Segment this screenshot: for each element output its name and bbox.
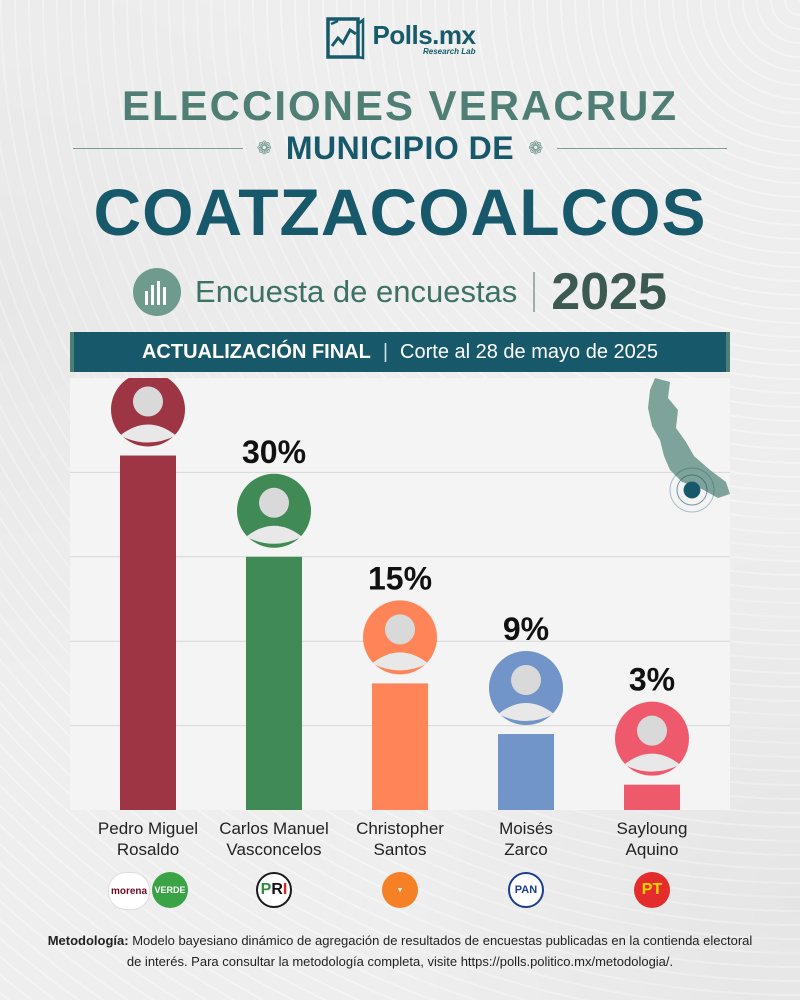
movimiento-ciudadano-logo: ▼ <box>382 872 418 908</box>
candidate-name-line2: Aquino <box>625 840 679 859</box>
bar <box>624 784 680 810</box>
ornament-icon: ❁ <box>256 138 272 158</box>
value-label: 9% <box>503 611 549 647</box>
divider-right <box>557 147 728 150</box>
candidate-name-line2: Vasconcelos <box>226 840 322 859</box>
methodology-label: Metodología: <box>47 933 129 948</box>
candidate-avatar <box>615 701 689 776</box>
brand-name: Polls.mx <box>372 20 476 50</box>
bar <box>372 683 428 810</box>
candidate-avatar <box>111 378 185 447</box>
value-label: 30% <box>242 434 306 470</box>
party-group: ▼ <box>360 872 440 908</box>
bar <box>120 455 176 810</box>
candidate-names: Pedro Miguel Rosaldo Carlos Manuel Vasconce… <box>70 818 730 868</box>
pan-logo: PAN <box>508 872 544 908</box>
party-group: PAN <box>486 872 566 908</box>
party-logos: morena VERDE P R I ▼ PAN PT <box>70 872 730 912</box>
candidate-name: Pedro Miguel Rosaldo <box>83 818 213 860</box>
divider-left <box>72 147 243 150</box>
chart-box-icon <box>325 17 364 60</box>
banner-status: ACTUALIZACIÓN FINAL <box>141 340 371 363</box>
value-label: 15% <box>368 560 432 596</box>
title-elections: ELECCIONES VERACRUZ <box>121 82 679 129</box>
methodology-note: Metodología: Modelo bayesiano dinámico d… <box>40 930 760 972</box>
title-municipio: MUNICIPIO DE <box>285 130 515 166</box>
value-label: 3% <box>629 662 675 698</box>
veracruz-map <box>648 378 730 498</box>
location-ring <box>676 474 708 506</box>
brand-sub: Research Lab <box>423 47 476 56</box>
location-marker <box>683 481 701 499</box>
candidate-name-line2: Zarco <box>504 840 548 859</box>
candidate-avatar <box>489 651 563 726</box>
candidate-name: Sayloung Aquino <box>587 818 717 860</box>
methodology-text: Modelo bayesiano dinámico de agregación … <box>126 933 753 969</box>
survey-row: Encuesta de encuestas 2025 <box>0 262 800 322</box>
candidate-name-line1: Carlos Manuel <box>219 819 329 838</box>
candidate-avatar <box>237 473 311 548</box>
banner-separator: | <box>382 340 389 363</box>
location-ring <box>669 467 715 513</box>
candidate-name: Christopher Santos <box>335 818 465 860</box>
chart-panel: 42%30%15%9%3% <box>70 378 730 810</box>
subtitle-row: ❁ MUNICIPIO DE ❁ <box>0 130 800 167</box>
morena-logo: morena <box>108 872 150 910</box>
bar <box>498 734 554 810</box>
survey-divider <box>533 272 536 312</box>
candidate-name: Moisés Zarco <box>461 818 591 860</box>
candidate-name-line2: Rosaldo <box>116 840 180 859</box>
candidate-name-line2: Santos <box>373 840 427 859</box>
candidate-avatar <box>363 600 437 675</box>
ornament-icon: ❁ <box>528 138 544 158</box>
banner-cutoff: Corte al 28 de mayo de 2025 <box>400 340 658 363</box>
pt-logo: PT <box>634 872 670 908</box>
party-group: PT <box>612 872 692 908</box>
survey-year: 2025 <box>551 263 667 321</box>
candidate-name-line1: Sayloung <box>616 819 688 838</box>
candidate-name-line1: Moisés <box>499 819 553 838</box>
title-city: COATZACOALCOS <box>93 175 707 249</box>
candidate-name-line1: Christopher <box>356 819 444 838</box>
verde-logo: VERDE <box>152 872 188 908</box>
candidate-name: Carlos Manuel Vasconcelos <box>209 818 339 860</box>
bar <box>246 556 302 810</box>
brand-logo: Polls.mx Research Lab <box>0 16 800 62</box>
party-group: morena VERDE <box>108 872 188 910</box>
survey-label: Encuesta de encuestas <box>195 274 518 309</box>
bars-icon <box>133 268 182 316</box>
update-banner: ACTUALIZACIÓN FINAL | Corte al 28 de may… <box>70 332 730 372</box>
bar-chart: 42%30%15%9%3% <box>70 378 730 810</box>
candidate-name-line1: Pedro Miguel <box>97 819 199 838</box>
